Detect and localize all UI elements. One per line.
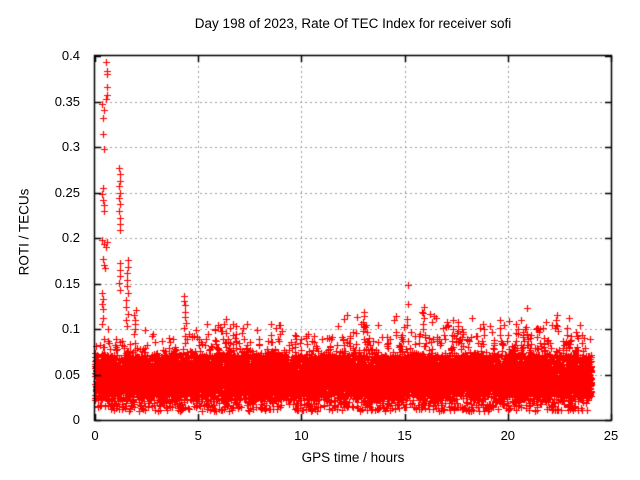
x-axis-label: GPS time / hours [301, 450, 405, 465]
y-tick-label: 0.35 [54, 93, 80, 109]
x-tick-label: 25 [603, 428, 619, 443]
y-tick-label: 0.15 [54, 275, 80, 291]
y-tick-label: 0.25 [54, 184, 80, 200]
x-tick-label: 10 [294, 428, 309, 443]
y-tick-label: 0.05 [54, 366, 80, 382]
y-tick-label: 0.1 [61, 321, 80, 336]
chart-title: Day 198 of 2023, Rate Of TEC Index for r… [194, 16, 512, 31]
y-tick-label: 0 [72, 412, 80, 427]
x-tick-label: 5 [194, 428, 202, 443]
x-tick-label: 0 [91, 428, 99, 443]
x-tick-label: 20 [500, 428, 516, 443]
x-tick-label: 15 [397, 428, 412, 443]
y-tick-label: 0.2 [61, 230, 80, 245]
y-tick-label: 0.4 [61, 48, 80, 63]
y-tick-label: 0.3 [61, 139, 80, 154]
